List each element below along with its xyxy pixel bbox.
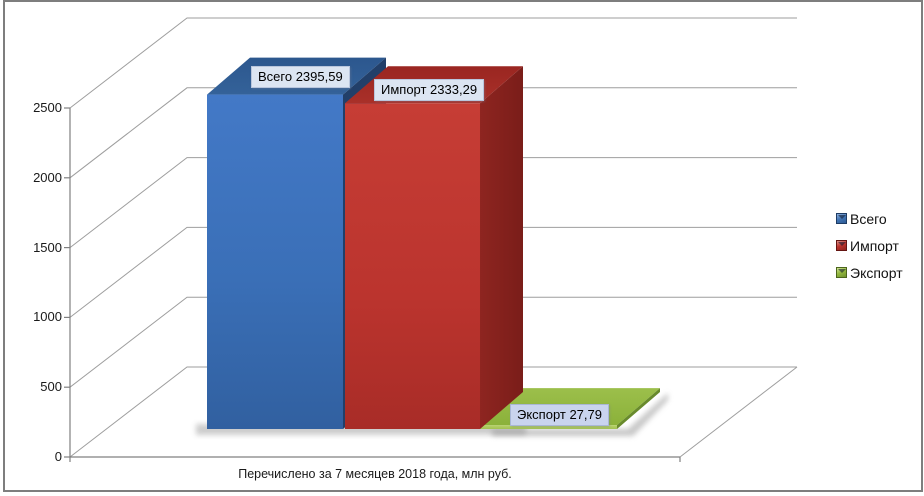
legend-label: Импорт — [850, 237, 899, 254]
legend-item-import[interactable]: Импорт — [836, 237, 903, 254]
y-tick-label-1000: 1000 — [33, 309, 62, 324]
bars — [207, 57, 660, 430]
legend-marker-green-icon — [836, 267, 847, 278]
data-label-import: Импорт 2333,29 — [374, 79, 485, 101]
legend: Всего Импорт Экспорт — [836, 210, 903, 291]
axes — [69, 108, 798, 462]
y-tick-label-1500: 1500 — [33, 240, 62, 255]
gridlines — [64, 17, 797, 458]
legend-marker-blue-icon — [836, 213, 847, 224]
y-tick-label-0: 0 — [54, 449, 62, 464]
legend-label: Всего — [850, 210, 887, 227]
y-tick-label-500: 500 — [40, 379, 62, 394]
data-label-export: Экспорт 27,79 — [510, 404, 609, 426]
y-tick-label-2000: 2000 — [33, 170, 62, 185]
legend-item-vsego[interactable]: Всего — [836, 210, 903, 227]
legend-label: Экспорт — [850, 264, 903, 281]
legend-item-export[interactable]: Экспорт — [836, 264, 903, 281]
legend-marker-red-icon — [836, 240, 847, 251]
bar-shadows — [196, 393, 668, 436]
data-label-vsego: Всего 2395,59 — [251, 66, 350, 88]
category-axis-title: Перечислено за 7 месяцев 2018 года, млн … — [238, 467, 512, 481]
y-tick-label-2500: 2500 — [33, 100, 62, 115]
